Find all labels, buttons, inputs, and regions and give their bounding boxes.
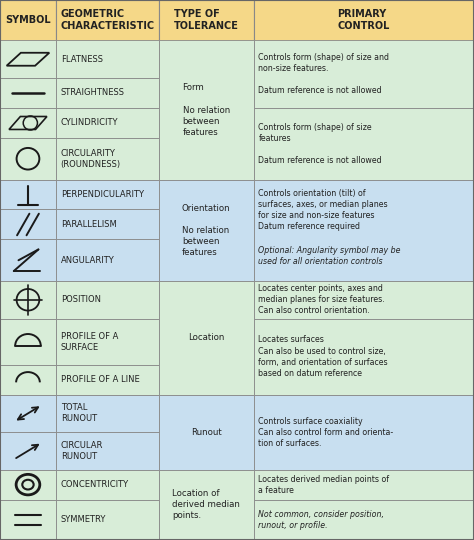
Bar xyxy=(56,364,159,395)
Text: Locates center points, axes and
median planes for size features.
Can also contro: Locates center points, axes and median p… xyxy=(258,284,385,315)
Bar xyxy=(254,470,474,500)
Text: PERPENDICULARITY: PERPENDICULARITY xyxy=(61,190,144,199)
Text: Controls form (shape) of size
features

Datum reference is not allowed: Controls form (shape) of size features D… xyxy=(258,123,382,165)
Bar xyxy=(0,40,56,78)
Bar xyxy=(0,470,56,500)
Text: Locates derived median points of
a feature: Locates derived median points of a featu… xyxy=(258,475,390,495)
Text: PRIMARY
CONTROL: PRIMARY CONTROL xyxy=(337,9,390,31)
Text: CIRCULAR
RUNOUT: CIRCULAR RUNOUT xyxy=(61,441,103,461)
Text: Locates surfaces
Can also be used to control size,
form, and orientation of surf: Locates surfaces Can also be used to con… xyxy=(258,335,388,378)
Bar xyxy=(254,179,474,281)
Text: SYMMETRY: SYMMETRY xyxy=(61,515,106,524)
Text: Orientation

No relation
between
features: Orientation No relation between features xyxy=(182,204,230,257)
Bar xyxy=(0,395,56,432)
Bar xyxy=(0,319,56,364)
Text: Optional: Angularity symbol may be
used for all orientation controls: Optional: Angularity symbol may be used … xyxy=(258,246,401,266)
Text: PROFILE OF A LINE: PROFILE OF A LINE xyxy=(61,375,139,384)
Bar xyxy=(56,500,159,540)
Bar xyxy=(56,179,159,210)
Text: Controls form (shape) of size and
non-size features.

Datum reference is not all: Controls form (shape) of size and non-si… xyxy=(258,53,389,96)
Text: CONCENTRICITY: CONCENTRICITY xyxy=(61,480,129,489)
Text: STRAIGHTNESS: STRAIGHTNESS xyxy=(61,89,125,98)
Text: GEOMETRIC
CHARACTERISTIC: GEOMETRIC CHARACTERISTIC xyxy=(60,9,155,31)
Text: Not common, consider position,
runout, or profile.: Not common, consider position, runout, o… xyxy=(258,510,384,530)
Bar xyxy=(254,395,474,470)
Bar xyxy=(56,432,159,470)
Bar xyxy=(56,281,159,319)
Text: SYMBOL: SYMBOL xyxy=(5,15,51,25)
Bar xyxy=(0,78,56,108)
Bar xyxy=(56,210,159,240)
Text: FLATNESS: FLATNESS xyxy=(61,55,103,64)
Bar xyxy=(159,395,254,470)
Bar xyxy=(56,395,159,432)
Bar xyxy=(0,500,56,540)
Bar xyxy=(0,210,56,240)
Bar xyxy=(159,40,254,179)
Bar xyxy=(0,364,56,395)
Bar xyxy=(56,470,159,500)
Bar xyxy=(254,319,474,395)
Bar xyxy=(56,40,159,78)
Text: TOTAL
RUNOUT: TOTAL RUNOUT xyxy=(61,403,97,423)
Bar xyxy=(0,138,56,179)
Text: Form

No relation
between
features: Form No relation between features xyxy=(182,83,230,137)
Text: PROFILE OF A
SURFACE: PROFILE OF A SURFACE xyxy=(61,332,118,352)
Bar xyxy=(0,108,56,138)
Bar xyxy=(254,0,474,40)
Bar xyxy=(56,319,159,364)
Bar xyxy=(0,281,56,319)
Text: Runout: Runout xyxy=(191,428,221,437)
Text: ANGULARITY: ANGULARITY xyxy=(61,256,114,265)
Bar xyxy=(159,179,254,281)
Text: CYLINDRICITY: CYLINDRICITY xyxy=(61,118,118,127)
Bar xyxy=(254,40,474,108)
Bar xyxy=(254,500,474,540)
Bar xyxy=(159,281,254,395)
Text: CIRCULARITY
(ROUNDNESS): CIRCULARITY (ROUNDNESS) xyxy=(61,148,121,169)
Text: POSITION: POSITION xyxy=(61,295,100,304)
Text: PARALLELISM: PARALLELISM xyxy=(61,220,117,229)
Text: Location of
derived median
points.: Location of derived median points. xyxy=(172,489,240,521)
Bar xyxy=(0,240,56,281)
Bar xyxy=(56,240,159,281)
Bar xyxy=(159,0,254,40)
Bar xyxy=(56,138,159,179)
Bar xyxy=(0,432,56,470)
Text: Controls orientation (tilt) of
surfaces, axes, or median planes
for size and non: Controls orientation (tilt) of surfaces,… xyxy=(258,189,388,231)
Bar xyxy=(0,0,56,40)
Bar xyxy=(254,108,474,179)
Bar xyxy=(56,108,159,138)
Text: Location: Location xyxy=(188,333,224,342)
Bar xyxy=(0,179,56,210)
Text: TYPE OF
TOLERANCE: TYPE OF TOLERANCE xyxy=(174,9,238,31)
Text: Controls surface coaxiality
Can also control form and orienta-
tion of surfaces.: Controls surface coaxiality Can also con… xyxy=(258,416,393,448)
Bar xyxy=(56,0,159,40)
Bar xyxy=(254,281,474,319)
Bar xyxy=(56,78,159,108)
Bar xyxy=(159,470,254,540)
